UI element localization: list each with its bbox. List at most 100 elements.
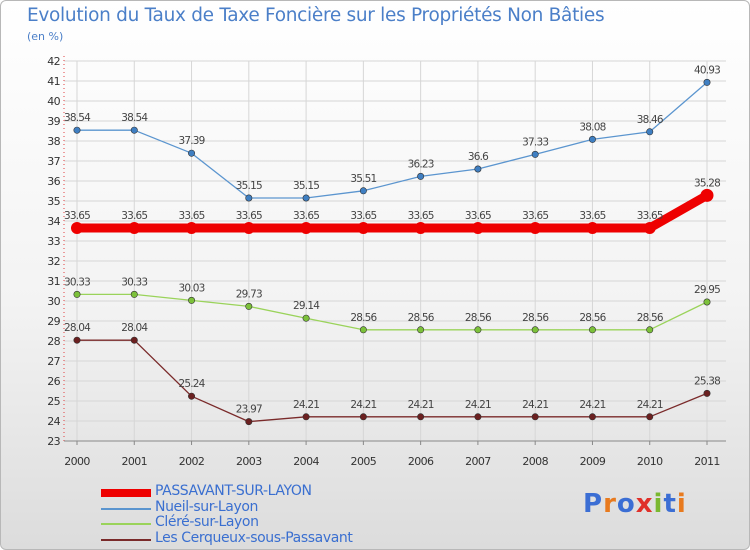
data-label: 35.51 (350, 173, 376, 185)
y-tick-label: 24 (47, 415, 60, 428)
y-tick-label: 25 (47, 395, 60, 408)
data-label: 28.56 (350, 312, 377, 324)
logo-letter: r (603, 489, 617, 519)
series-les-cerqueux-sous-passavant (73, 336, 711, 426)
data-label: 24.21 (637, 399, 663, 411)
data-label: 30.33 (121, 276, 147, 288)
data-point (245, 302, 253, 310)
data-point (357, 222, 370, 234)
data-point (700, 188, 714, 202)
data-label: 33.65 (408, 210, 434, 222)
y-tick-label: 31 (47, 275, 60, 288)
proxiti-logo: Proxiti (583, 489, 687, 519)
data-label: 24.21 (465, 399, 491, 411)
data-point (185, 222, 198, 234)
legend-label: Cléré-sur-Layon (155, 514, 259, 530)
data-point (531, 150, 539, 158)
logo-letter: P (583, 489, 604, 519)
legend-label: Nueil-sur-Layon (155, 498, 258, 515)
logo-letter: o (616, 489, 636, 519)
data-label: 24.21 (522, 399, 548, 411)
y-tick-label: 39 (47, 115, 60, 128)
x-tick-label: 2011 (694, 455, 720, 468)
data-labels: 38.54 38.54 37.39 35.15 35.15 35.51 36.23 36.6 3… (64, 64, 721, 415)
data-point (474, 413, 482, 421)
data-point (531, 413, 539, 421)
data-point (73, 126, 81, 134)
y-tick-label: 33 (47, 235, 60, 248)
data-point (302, 194, 310, 202)
data-point (242, 222, 255, 234)
data-label: 38.54 (64, 112, 91, 124)
legend-label: PASSAVANT-SUR-LAYON (155, 483, 312, 499)
y-tick-label: 29 (47, 315, 60, 328)
data-point (474, 165, 482, 173)
data-point (417, 326, 425, 334)
data-point (588, 413, 596, 421)
data-point (417, 413, 425, 421)
data-label: 37.33 (522, 136, 548, 148)
data-point (474, 326, 482, 334)
data-point (703, 78, 711, 86)
y-tick-label: 34 (47, 215, 60, 228)
data-label: 33.65 (350, 210, 376, 222)
data-point (188, 149, 196, 157)
series-passavant-sur-layon (71, 188, 714, 234)
data-label: 28.04 (121, 322, 148, 334)
data-label: 25.24 (179, 378, 206, 390)
logo-letter: t (663, 489, 677, 519)
x-tick-label: 2008 (522, 455, 548, 468)
x-axis-ticks: 2000 2001 2002 2003 2004 2005 2006 2007 2008 2009… (64, 441, 720, 468)
data-label: 33.65 (637, 210, 663, 222)
x-tick-label: 2009 (580, 455, 606, 468)
series-line (76, 81, 708, 199)
x-tick-label: 2006 (408, 455, 434, 468)
logo-letter: i (653, 489, 664, 519)
x-tick-label: 2005 (351, 455, 377, 468)
data-point (529, 222, 542, 234)
data-label: 36.6 (468, 151, 489, 163)
data-label: 29.73 (236, 288, 262, 300)
data-label: 38.54 (121, 112, 148, 124)
y-tick-label: 35 (47, 195, 60, 208)
logo-letter: x (635, 489, 654, 519)
data-label: 36.23 (408, 158, 434, 170)
chart-title: Evolution du Taux de Taxe Foncière sur l… (27, 5, 605, 26)
data-point (586, 222, 599, 234)
data-label: 33.65 (179, 210, 205, 222)
legend-swatch (101, 507, 151, 510)
data-label: 37.39 (179, 135, 205, 147)
grid-lines (64, 60, 726, 442)
data-label: 30.33 (64, 276, 90, 288)
data-point (703, 389, 711, 397)
data-point (130, 336, 138, 344)
data-point (245, 418, 253, 426)
data-point (73, 336, 81, 344)
data-label: 29.95 (694, 284, 720, 296)
data-point (302, 413, 310, 421)
data-label: 38.08 (579, 121, 605, 133)
data-point (71, 222, 83, 234)
data-label: 24.21 (579, 399, 605, 411)
y-tick-label: 30 (47, 295, 60, 308)
data-point (300, 222, 313, 234)
y-tick-label: 23 (47, 435, 60, 448)
data-point (73, 290, 81, 298)
data-point (130, 290, 138, 298)
data-label: 33.65 (465, 210, 491, 222)
legend-swatch (101, 489, 151, 497)
data-label: 33.65 (64, 210, 90, 222)
data-point (359, 187, 367, 195)
x-tick-label: 2003 (236, 455, 262, 468)
data-point (359, 326, 367, 334)
data-label: 28.56 (465, 312, 492, 324)
data-label: 33.65 (522, 210, 548, 222)
y-tick-label: 28 (47, 335, 60, 348)
y-tick-label: 38 (47, 135, 60, 148)
x-tick-label: 2000 (64, 455, 90, 468)
data-point (643, 222, 656, 234)
data-label: 28.56 (522, 312, 549, 324)
y-tick-label: 26 (47, 375, 60, 388)
x-tick-label: 2002 (179, 455, 205, 468)
